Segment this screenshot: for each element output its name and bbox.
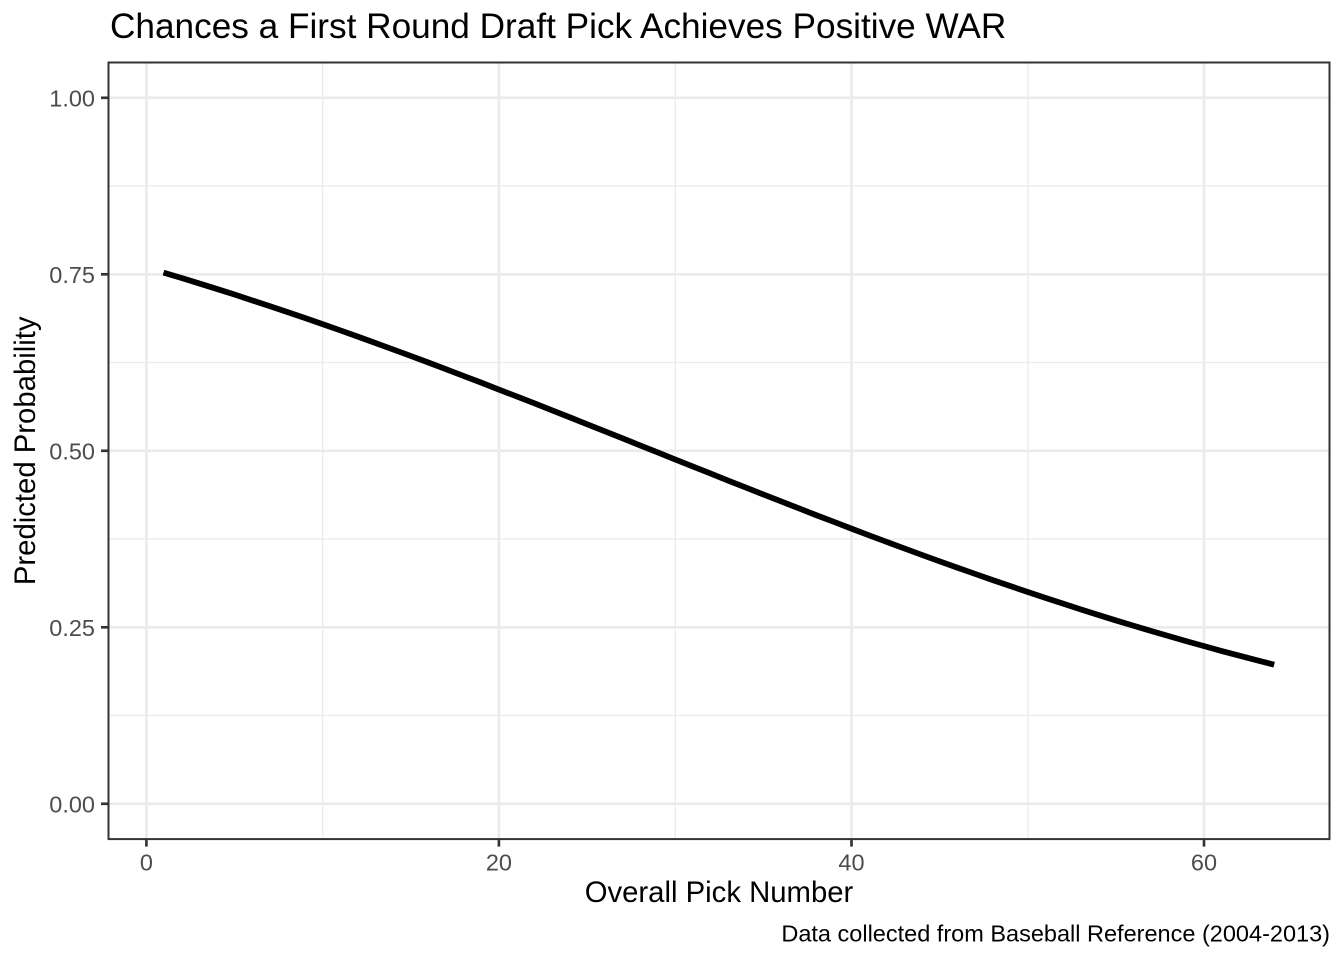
svg-text:Predicted Probability: Predicted Probability: [9, 316, 42, 585]
svg-text:Data collected from Baseball R: Data collected from Baseball Reference (…: [781, 921, 1330, 947]
svg-text:60: 60: [1191, 850, 1217, 876]
svg-text:40: 40: [838, 850, 864, 876]
svg-text:0.50: 0.50: [49, 438, 95, 464]
svg-text:0.00: 0.00: [49, 791, 95, 817]
svg-text:0.75: 0.75: [49, 262, 95, 288]
svg-text:Chances a First Round Draft Pi: Chances a First Round Draft Pick Achieve…: [110, 7, 1006, 46]
svg-text:20: 20: [486, 850, 512, 876]
svg-text:1.00: 1.00: [49, 85, 95, 111]
svg-text:Overall Pick Number: Overall Pick Number: [585, 876, 854, 909]
svg-text:0.25: 0.25: [49, 615, 95, 641]
svg-text:0: 0: [140, 850, 153, 876]
